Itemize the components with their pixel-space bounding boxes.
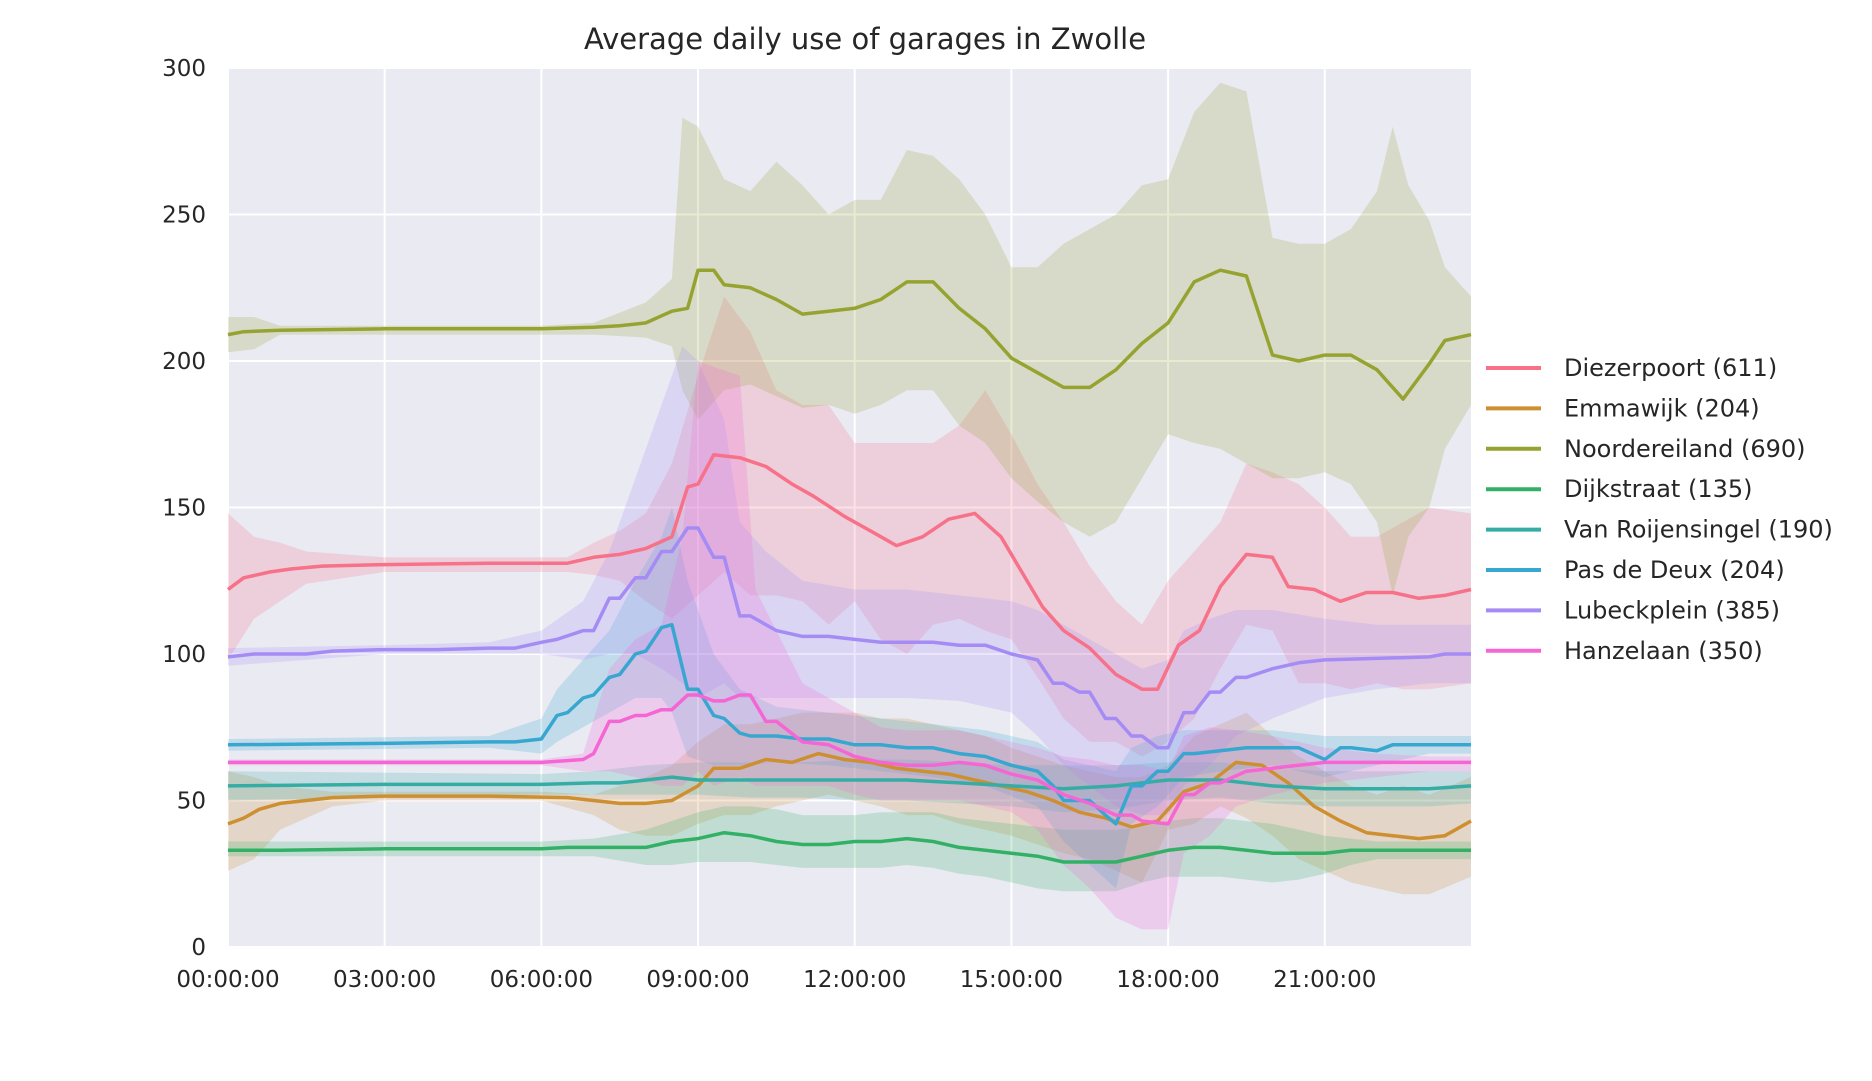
dijkstraat-legend-label: Dijkstraat (135)	[1564, 475, 1752, 503]
y-tick-label: 100	[162, 642, 206, 668]
x-tick-label: 12:00:00	[803, 967, 906, 993]
pas-de-deux-line	[227, 622, 1471, 826]
dijkstraat-band	[228, 806, 1471, 892]
hanzelaan-band	[228, 361, 1471, 930]
y-tick-label: 50	[177, 789, 206, 815]
x-tick-label: 18:00:00	[1116, 967, 1219, 993]
hanzelaan-legend-label: Hanzelaan (350)	[1564, 637, 1763, 665]
emmawijk-legend-label: Emmawijk (204)	[1564, 394, 1760, 422]
x-axis-ticks: 00:00:00 03:00:00 06:00:00 09:00:00 12:00:00…	[176, 967, 1376, 993]
y-tick-label: 300	[162, 56, 206, 82]
dijkstraat-line	[228, 830, 1471, 864]
chart-title: Average daily use of garages in Zwolle	[584, 22, 1146, 56]
diezerpoort-legend-label: Diezerpoort (611)	[1564, 354, 1777, 382]
lubeckplein-band	[228, 346, 1471, 816]
pas-de-deux-band	[228, 507, 1471, 889]
pas-de-deux-legend-label: Pas de Deux (204)	[1564, 556, 1785, 584]
x-tick-label: 03:00:00	[333, 967, 436, 993]
y-tick-label: 150	[162, 496, 206, 522]
x-tick-label: 15:00:00	[960, 967, 1063, 993]
emmawijk-band	[228, 712, 1471, 895]
y-tick-label: 0	[191, 935, 206, 961]
series-lines	[226, 268, 1472, 864]
y-tick-label: 200	[162, 349, 206, 375]
noordereiland-legend-label: Noordereiland (690)	[1564, 435, 1806, 463]
x-tick-label: 06:00:00	[490, 967, 593, 993]
x-tick-label: 09:00:00	[646, 967, 749, 993]
grid-lines	[227, 67, 1471, 948]
confidence-bands	[228, 82, 1471, 930]
van-roijensingel-line	[227, 775, 1472, 791]
lubeckplein-legend-label: Lubeckplein (385)	[1564, 596, 1780, 624]
noordereiland-line	[227, 268, 1472, 401]
emmawijk-line	[227, 751, 1472, 841]
diezerpoort-line	[226, 453, 1472, 691]
van-roijensingel-legend-label: Van Roijensingel (190)	[1564, 516, 1833, 544]
y-tick-label: 250	[162, 203, 206, 229]
y-axis-ticks: 0 50 100 150 200 250 300	[162, 56, 206, 961]
hanzelaan-line	[228, 693, 1471, 826]
x-tick-label: 21:00:00	[1273, 967, 1376, 993]
lubeckplein-line	[227, 526, 1471, 750]
noordereiland-band	[228, 82, 1471, 596]
legend: Diezerpoort (611) Emmawijk (204) Noorderei…	[1486, 354, 1833, 665]
diezerpoort-band	[228, 296, 1471, 757]
x-tick-label: 00:00:00	[176, 967, 279, 993]
